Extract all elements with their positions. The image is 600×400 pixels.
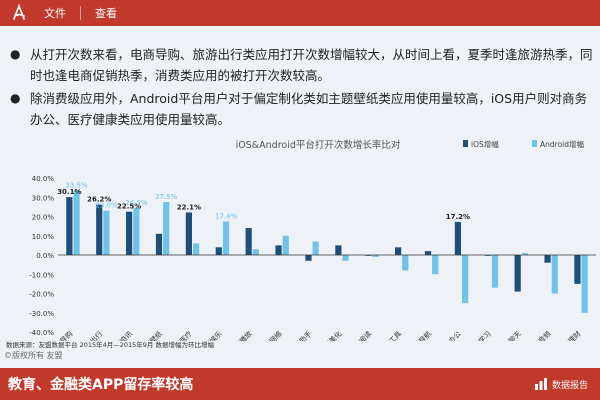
y-tick-label: 40.0% [32,175,55,183]
bar-ios [66,197,73,255]
bullet-item: ● 除消费级应用外，Android平台用户对于偏定制化类如主题壁纸类应用使用量较… [10,88,598,130]
legend-label: Android增幅 [540,139,584,149]
bar-ios [245,228,252,255]
bullet-dot-icon: ● [10,91,21,105]
bar-ios [275,245,282,255]
bar-android [193,243,200,255]
chart-title: iOS&Android平台打开次数增长率比对 [236,139,401,151]
bar-android [163,202,170,255]
bar-ios [185,212,192,255]
data-label: 23.0% [95,202,118,210]
legend-swatch [463,140,468,147]
bar-android [462,255,469,304]
bar-android [312,241,319,255]
bar-android [252,249,259,255]
bar-android [581,255,588,313]
bar-ios [395,247,402,255]
category-label: 拍摄美化 [317,329,343,341]
menu-divider [80,6,81,20]
bar-ios [126,211,133,255]
bar-ios [544,255,551,263]
banner-title: 教育、金融类APP留存率较高 [8,377,194,393]
category-label: 生活助手 [287,329,313,341]
legend-label: iOS增幅 [471,139,499,149]
y-tick-label: -30.0% [29,310,54,318]
app-toolbar: 文件 查看 [0,0,600,26]
bar-ios [305,255,312,261]
y-tick-label: -20.0% [29,291,54,299]
y-tick-label: 10.0% [32,233,55,241]
y-tick-label: 20.0% [32,214,55,222]
bullet-text: 从打开次数来看，电商导购、旅游出行类应用打开次数增幅较大，从时间上看，夏季时逢旅… [30,47,593,83]
bar-ios [335,245,342,255]
bar-ios [454,221,461,255]
bar-android [342,255,349,261]
category-label: 教育学习 [467,329,493,341]
category-label: 商务办公 [437,329,463,341]
data-label: 22.1% [177,203,201,211]
report-brand-label: 数据报告 [551,380,588,391]
bar-ios [514,255,521,292]
bar-android [372,255,379,257]
bullet-item: ● 从打开次数来看，电商导购、旅游出行类应用打开次数增幅较大，从时间上看，夏季时… [10,44,598,86]
menu-view[interactable]: 查看 [95,7,117,20]
category-label: 社交网络 [257,329,283,341]
bottom-banner: 教育、金融类APP留存率较高 数据报告 [0,368,600,400]
data-label: 26.2% [87,196,111,204]
report-logo-icon [534,378,547,390]
category-label: 交通导航 [407,329,433,341]
bar-ios [96,204,103,255]
y-tick-label: -10.0% [29,271,54,279]
bar-android [551,255,558,294]
data-source-note: 数据来源：友盟数据平台 2015年4月—2015年9月 数据增幅为环比增幅 [6,341,214,349]
data-label: 17.4% [215,213,238,221]
bar-android [282,235,289,255]
bar-ios [574,255,581,284]
bar-android [222,221,230,255]
bar-android [133,207,140,255]
category-label: 图书阅读 [347,329,373,341]
bar-android [103,210,110,255]
data-label: 22.5% [117,203,141,211]
y-tick-label: -40.0% [29,329,54,337]
data-label: 33.5% [65,182,88,190]
category-label: 系统工具 [377,329,403,341]
bar-ios [155,233,163,255]
bar-ios [215,247,222,255]
slide-page: ● 从打开次数来看，电商导购、旅游出行类应用打开次数增幅较大，从时间上看，夏季时… [0,26,600,378]
bar-android [73,190,80,255]
bar-android [491,255,499,288]
bullet-dot-icon: ● [10,47,21,61]
bullet-list: ● 从打开次数来看，电商导购、旅游出行类应用打开次数增幅较大，从时间上看，夏季时… [10,44,598,132]
y-tick-label: 30.0% [32,194,55,202]
copyright-text: ©版权所有 友盟 [4,351,63,360]
category-label: 视频播放 [228,329,254,341]
report-brand: 数据报告 [534,368,588,400]
bar-ios [424,251,432,255]
category-label: 通信聊天 [497,329,523,341]
legend-swatch [532,140,537,147]
category-label: 金融理财 [556,329,582,341]
y-tick-label: 0.0% [36,252,54,260]
bar-chart: iOS&Android平台打开次数增长率比对 iOS增幅 Android增幅 40.0… [0,136,600,371]
bullet-text: 除消费级应用外，Android平台用户对于偏定制化类如主题壁纸类应用使用量较高，… [30,91,588,127]
bar-chart-svg: iOS&Android平台打开次数增长率比对 iOS增幅 Android增幅 40.0… [29,139,596,355]
bar-android [521,253,528,255]
data-label: 17.2% [446,213,470,221]
data-label: 27.5% [155,193,178,201]
data-label: 30.1% [57,188,81,196]
pdf-reader-logo-icon[interactable] [8,0,30,26]
bar-android [402,255,409,271]
category-label: 音乐音频 [526,329,552,341]
menu-file[interactable]: 文件 [44,7,66,20]
data-label: 24.5% [125,199,148,207]
bar-android [432,255,439,275]
